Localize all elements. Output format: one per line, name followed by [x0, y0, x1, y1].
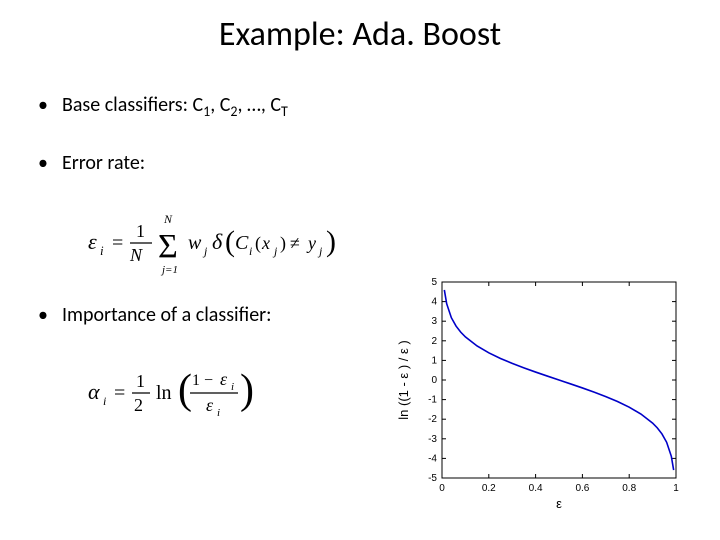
bullet-text-3: Importance of a classifier:	[62, 303, 272, 327]
svg-text:1: 1	[431, 355, 437, 366]
b1-part2: , C	[210, 93, 230, 117]
svg-text:-4: -4	[428, 453, 437, 464]
svg-text:ε: ε	[206, 395, 214, 415]
svg-text:-2: -2	[428, 414, 437, 425]
svg-text:N: N	[129, 245, 143, 265]
svg-text:(: (	[178, 367, 192, 413]
svg-text:0: 0	[439, 483, 445, 494]
subscript-2: 2	[230, 103, 237, 120]
svg-text:i: i	[217, 407, 220, 419]
svg-text:j: j	[202, 244, 208, 258]
svg-text:0.6: 0.6	[575, 483, 589, 494]
b1-part1: Base classifiers: C	[62, 93, 203, 117]
svg-text:j: j	[317, 244, 323, 258]
importance-chart: -5 -4 -3 -2 -1 0 1 2 3 4 5 0 0.2 0.4 0.6 0.8 1 ε ln ((1 - …	[396, 272, 686, 512]
svg-text:j: j	[272, 244, 278, 258]
slide-title: Example: Ada. Boost	[0, 0, 720, 63]
svg-text:ε: ε	[220, 369, 228, 389]
svg-text:0.4: 0.4	[529, 483, 543, 494]
svg-text:i: i	[103, 394, 106, 408]
svg-text:): )	[280, 233, 286, 254]
svg-text:(: (	[255, 233, 261, 254]
svg-text:i: i	[249, 244, 252, 258]
svg-text:i: i	[231, 381, 234, 393]
svg-text:(: (	[225, 225, 235, 258]
svg-text:ln ((1 - ε ) / ε ): ln ((1 - ε ) / ε )	[396, 340, 411, 419]
svg-text:x: x	[261, 233, 270, 253]
svg-text:w: w	[188, 232, 202, 254]
svg-text:1: 1	[136, 221, 145, 241]
svg-text:-5: -5	[428, 473, 437, 484]
svg-text:0.2: 0.2	[482, 483, 496, 494]
svg-text:α: α	[88, 379, 100, 404]
svg-text:1: 1	[673, 483, 679, 494]
svg-text:N: N	[163, 212, 173, 226]
b1-part3: , …, C	[238, 93, 282, 117]
bullet-dot: •	[38, 153, 48, 173]
bullet-text-1: Base classifiers: C1, C2, …, CT	[62, 93, 288, 121]
svg-text:0.8: 0.8	[622, 483, 636, 494]
svg-text:ε: ε	[88, 229, 97, 254]
svg-text:=: =	[112, 232, 123, 254]
svg-text:=: =	[114, 382, 125, 404]
subscript-T: T	[281, 103, 288, 120]
svg-text:ε: ε	[556, 496, 562, 511]
svg-text:0: 0	[431, 375, 437, 386]
svg-text:-3: -3	[428, 434, 437, 445]
bullet-dot: •	[38, 95, 48, 115]
svg-text:4: 4	[431, 297, 437, 308]
svg-text:Σ: Σ	[158, 228, 178, 265]
svg-text:3: 3	[431, 316, 437, 327]
svg-text:i: i	[100, 243, 104, 258]
svg-text:2: 2	[431, 336, 437, 347]
svg-text:2: 2	[134, 395, 143, 415]
svg-text:≠: ≠	[290, 233, 300, 253]
svg-text:y: y	[306, 233, 316, 253]
svg-text:ln: ln	[156, 382, 172, 404]
svg-text:δ: δ	[212, 229, 223, 254]
svg-text:): )	[240, 367, 254, 413]
svg-text:1: 1	[136, 371, 145, 391]
bullet-dot: •	[38, 305, 48, 325]
bullet-text-2: Error rate:	[62, 151, 145, 175]
svg-text:C: C	[235, 232, 249, 254]
bullet-base-classifiers: • Base classifiers: C1, C2, …, CT	[38, 93, 720, 121]
formula-error-rate: ε i = 1 N Σ j=1 N w j δ ( C i ( x j ) ≠ …	[88, 205, 720, 277]
svg-text:j=1: j=1	[160, 264, 178, 276]
svg-text:): )	[326, 225, 336, 258]
svg-text:5: 5	[431, 277, 437, 288]
svg-text:-1: -1	[428, 395, 437, 406]
bullet-error-rate: • Error rate:	[38, 151, 720, 175]
svg-text:1 −: 1 −	[192, 372, 213, 389]
